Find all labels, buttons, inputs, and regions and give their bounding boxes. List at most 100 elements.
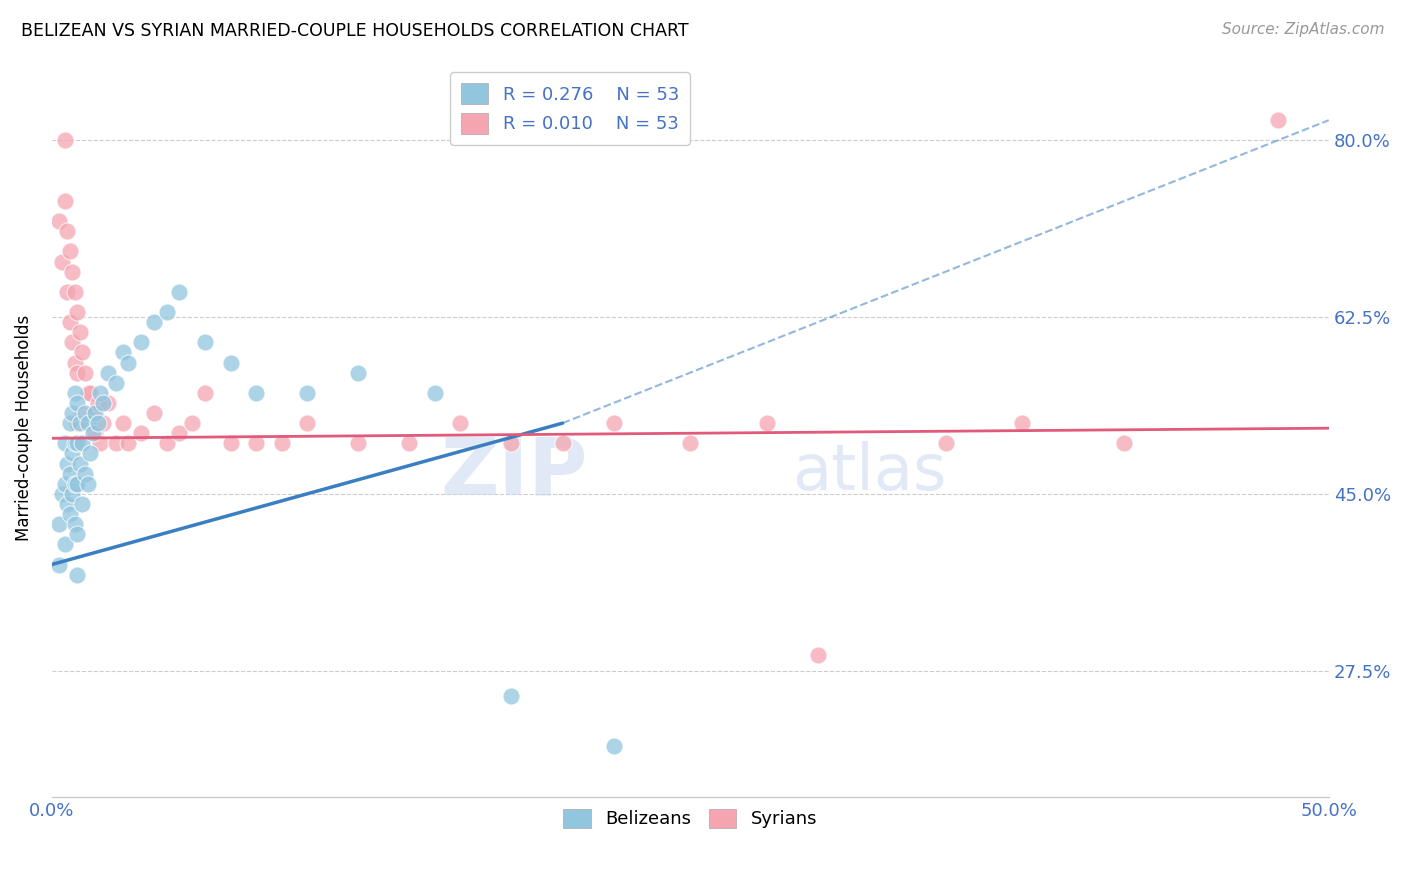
Text: BELIZEAN VS SYRIAN MARRIED-COUPLE HOUSEHOLDS CORRELATION CHART: BELIZEAN VS SYRIAN MARRIED-COUPLE HOUSEH… (21, 22, 689, 40)
Point (73, 406, 96, 420)
Point (602, 416, 624, 430)
Point (449, 416, 471, 430)
Point (51, 487, 73, 501)
Point (60, 406, 83, 420)
Point (76, 416, 98, 430)
Point (59, 315, 82, 329)
Point (63, 476, 86, 491)
Point (97, 396, 120, 410)
Point (59, 467, 82, 481)
Point (156, 436, 179, 450)
Point (56, 285, 79, 299)
Point (63, 355, 86, 369)
Point (82, 426, 104, 441)
Point (56, 497, 79, 511)
Point (76, 476, 98, 491)
Point (347, 366, 370, 380)
Point (295, 416, 318, 430)
Point (1011, 416, 1033, 430)
Point (156, 305, 179, 319)
Text: Source: ZipAtlas.com: Source: ZipAtlas.com (1222, 22, 1385, 37)
Point (69, 416, 91, 430)
Text: ZIP: ZIP (441, 434, 588, 511)
Point (51, 254, 73, 268)
Point (142, 315, 165, 329)
Point (69, 457, 91, 471)
Point (63, 385, 86, 400)
Point (935, 436, 957, 450)
Point (66, 436, 89, 450)
Point (73, 467, 96, 481)
Point (72, 436, 94, 450)
Point (59, 244, 82, 259)
Point (112, 345, 135, 359)
Point (56, 224, 79, 238)
Point (53, 476, 76, 491)
Point (60, 446, 83, 460)
Point (755, 416, 778, 430)
Point (295, 385, 318, 400)
Point (423, 385, 446, 400)
Point (76, 385, 98, 400)
Point (129, 335, 152, 350)
Point (89, 385, 111, 400)
Point (1114, 436, 1136, 450)
Point (97, 366, 120, 380)
Point (79, 446, 101, 460)
Point (66, 366, 89, 380)
Point (219, 436, 242, 450)
Point (602, 739, 624, 754)
Point (398, 436, 420, 450)
Point (91, 396, 114, 410)
Point (66, 305, 89, 319)
Point (91, 416, 114, 430)
Text: atlas: atlas (793, 442, 946, 503)
Point (63, 517, 86, 532)
Point (53, 436, 76, 450)
Point (1267, 113, 1289, 128)
Point (60, 335, 83, 350)
Point (66, 527, 89, 541)
Point (129, 426, 152, 441)
Point (551, 436, 574, 450)
Point (117, 436, 139, 450)
Point (59, 507, 82, 521)
Point (84, 426, 107, 441)
Point (59, 416, 82, 430)
Point (53, 194, 76, 208)
Point (219, 355, 242, 369)
Point (66, 476, 89, 491)
Point (84, 406, 107, 420)
Point (142, 406, 165, 420)
Point (117, 355, 139, 369)
Point (194, 385, 217, 400)
Point (245, 436, 267, 450)
Point (169, 285, 191, 299)
Point (72, 345, 94, 359)
Point (72, 497, 94, 511)
Point (270, 436, 292, 450)
Point (87, 416, 110, 430)
Point (66, 567, 89, 582)
Point (169, 426, 191, 441)
Point (79, 385, 101, 400)
Point (87, 396, 110, 410)
Point (63, 436, 86, 450)
Point (60, 487, 83, 501)
Point (53, 537, 76, 551)
Point (501, 436, 523, 450)
Point (245, 385, 267, 400)
Point (48, 517, 70, 532)
Point (66, 396, 89, 410)
Point (66, 416, 89, 430)
Point (56, 457, 79, 471)
Point (69, 325, 91, 339)
Point (63, 285, 86, 299)
Point (194, 335, 217, 350)
Point (60, 265, 83, 279)
Point (73, 366, 96, 380)
Point (104, 436, 127, 450)
Point (89, 436, 111, 450)
Point (679, 436, 702, 450)
Point (53, 133, 76, 147)
